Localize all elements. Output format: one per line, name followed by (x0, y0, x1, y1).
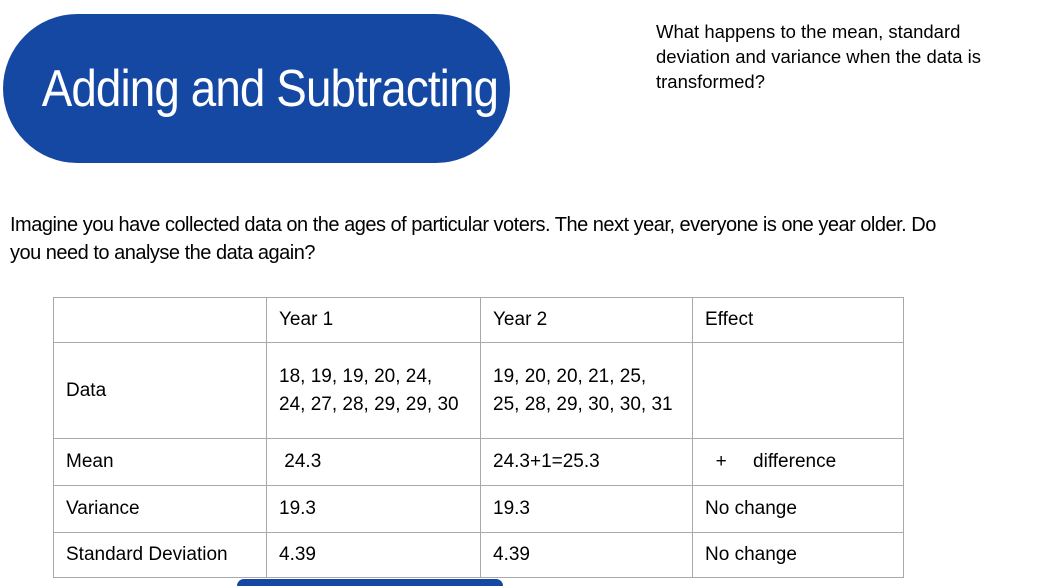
cell-year1: 19.3 (266, 485, 481, 533)
header-effect: Effect (692, 297, 904, 343)
question-line: What happens to the mean, standard (656, 21, 961, 42)
cell-effect (692, 342, 904, 439)
row-label: Variance (53, 485, 267, 533)
table-row: Variance 19.3 19.3 No change (53, 485, 904, 533)
bottom-accent-bar (237, 579, 503, 586)
cell-year2: 19, 20, 20, 21, 25, 25, 28, 29, 30, 30, … (480, 342, 693, 439)
cell-year1: 18, 19, 19, 20, 24, 24, 27, 28, 29, 29, … (266, 342, 481, 439)
title-banner: Adding and Subtracting (3, 14, 510, 163)
header-empty (53, 297, 267, 343)
cell-year2: 24.3+1=25.3 (480, 438, 693, 486)
intro-line: Imagine you have collected data on the a… (10, 214, 936, 236)
cell-effect: No change (692, 532, 904, 578)
slide-title: Adding and Subtracting (41, 59, 499, 118)
question-line: transformed? (656, 71, 765, 92)
row-label: Standard Deviation (53, 532, 267, 578)
question-text: What happens to the mean, standard devia… (656, 19, 1046, 94)
question-line: deviation and variance when the data is (656, 46, 981, 67)
row-label: Data (53, 342, 267, 439)
cell-year2: 4.39 (480, 532, 693, 578)
data-list-year2: 19, 20, 20, 21, 25, 25, 28, 29, 30, 30, … (493, 365, 673, 415)
cell-year2: 19.3 (480, 485, 693, 533)
cell-effect: No change (692, 485, 904, 533)
cell-effect: + difference (692, 438, 904, 486)
stats-table: Year 1 Year 2 Effect Data 18, 19, 19, 20… (53, 297, 904, 578)
intro-text: Imagine you have collected data on the a… (10, 211, 936, 267)
table-header-row: Year 1 Year 2 Effect (53, 297, 904, 343)
intro-line: you need to analyse the data again? (10, 242, 315, 264)
header-year1: Year 1 (266, 297, 481, 343)
table-row: Mean 24.3 24.3+1=25.3 + difference (53, 438, 904, 486)
cell-year1: 4.39 (266, 532, 481, 578)
table-row: Data 18, 19, 19, 20, 24, 24, 27, 28, 29,… (53, 342, 904, 439)
row-label: Mean (53, 438, 267, 486)
cell-year1: 24.3 (266, 438, 481, 486)
table-row: Standard Deviation 4.39 4.39 No change (53, 532, 904, 578)
header-year2: Year 2 (480, 297, 693, 343)
data-list-year1: 18, 19, 19, 20, 24, 24, 27, 28, 29, 29, … (279, 365, 459, 415)
